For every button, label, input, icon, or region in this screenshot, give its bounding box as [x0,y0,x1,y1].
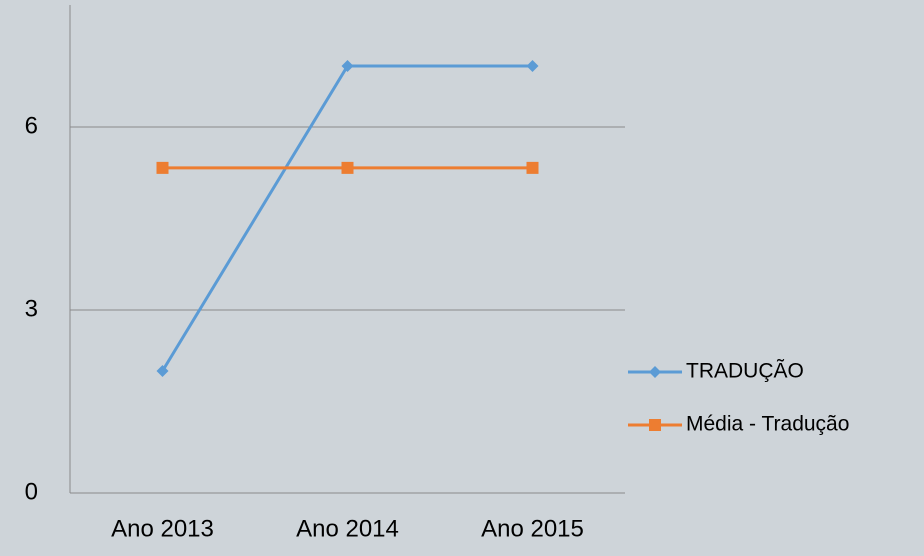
marker [341,60,354,72]
marker [156,365,169,377]
y-tick-label: 0 [25,478,38,505]
x-tick-label: Ano 2015 [481,515,584,542]
marker [649,419,661,431]
legend-label: Média - Tradução [686,413,849,436]
y-tick-label: 3 [25,295,38,322]
marker [341,161,354,174]
marker [526,60,539,72]
x-tick-label: Ano 2014 [296,515,399,542]
series-line [161,64,533,372]
y-tick-label: 6 [25,112,38,139]
marker [649,366,661,378]
marker [156,161,169,174]
legend-label: TRADUÇÃO [686,359,804,383]
marker [526,161,539,174]
x-tick-label: Ano 2013 [111,515,214,542]
